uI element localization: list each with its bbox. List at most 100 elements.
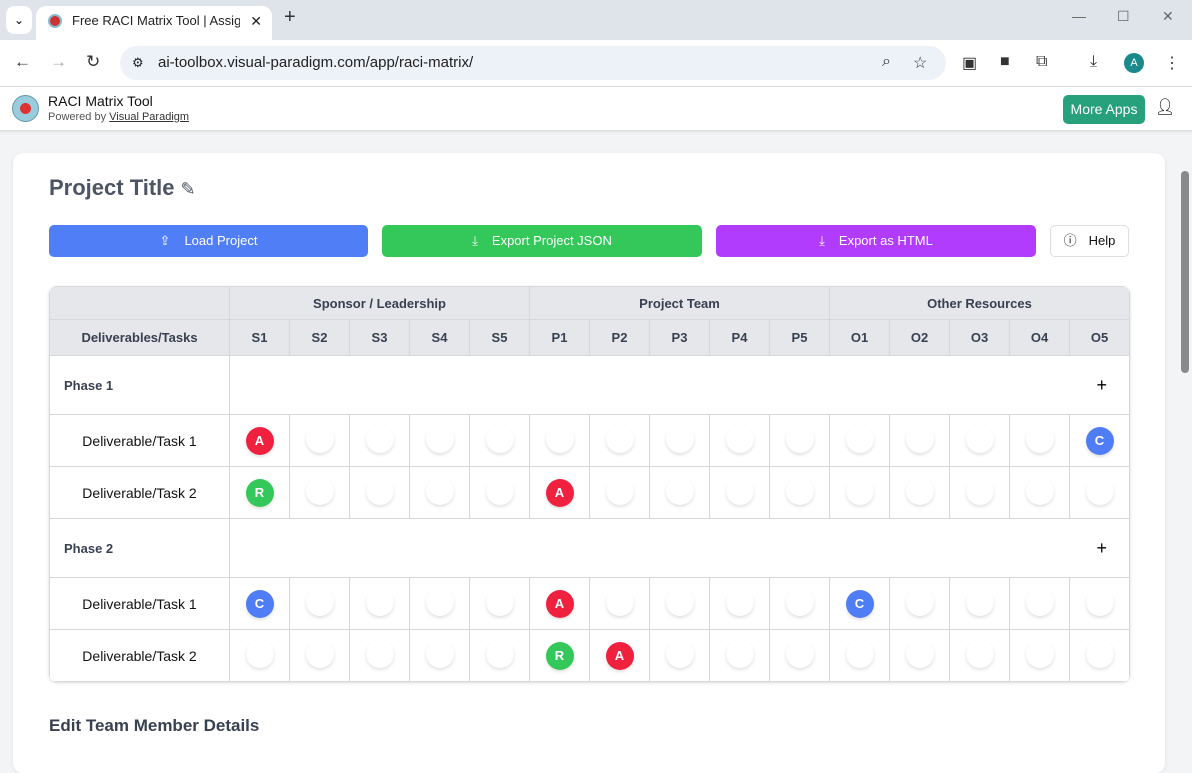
raci-toggle[interactable]	[785, 588, 814, 616]
extension2-icon[interactable]: ■	[1000, 53, 1010, 70]
member-header[interactable]: P5	[769, 319, 830, 356]
raci-toggle[interactable]	[845, 477, 874, 505]
member-header[interactable]: O3	[949, 319, 1010, 356]
help-button[interactable]: ⓘ Help	[1050, 225, 1129, 257]
raci-toggle[interactable]	[605, 425, 634, 453]
phase-label[interactable]: Phase 1	[49, 355, 230, 415]
extension-icon[interactable]: ▣	[962, 55, 978, 72]
raci-toggle[interactable]	[365, 425, 394, 453]
raci-toggle[interactable]	[785, 640, 814, 668]
raci-toggle[interactable]: C	[245, 589, 274, 618]
raci-toggle[interactable]	[725, 588, 754, 616]
raci-toggle[interactable]	[1025, 588, 1054, 616]
task-label[interactable]: Deliverable/Task 1	[49, 577, 230, 630]
raci-toggle[interactable]	[845, 640, 874, 668]
task-label[interactable]: Deliverable/Task 1	[49, 414, 230, 467]
raci-toggle[interactable]	[1025, 640, 1054, 668]
minimize-button[interactable]: —	[1072, 8, 1086, 24]
raci-toggle[interactable]	[905, 477, 934, 505]
tab-search-button[interactable]: ⌄	[6, 6, 32, 34]
member-header[interactable]: S5	[469, 319, 530, 356]
raci-toggle[interactable]	[425, 425, 454, 453]
site-settings-icon[interactable]: ⚙	[132, 55, 144, 70]
scrollbar-thumb[interactable]	[1181, 171, 1189, 373]
raci-toggle[interactable]	[665, 477, 694, 505]
raci-toggle[interactable]	[905, 640, 934, 668]
edit-icon[interactable]: ✎	[180, 179, 196, 199]
raci-toggle[interactable]	[1085, 640, 1114, 668]
maximize-button[interactable]: ☐	[1117, 8, 1130, 24]
raci-toggle[interactable]: A	[245, 426, 274, 455]
raci-toggle[interactable]	[365, 477, 394, 505]
extensions-puzzle-icon[interactable]: ⧉	[1036, 53, 1048, 70]
raci-toggle[interactable]	[305, 477, 334, 505]
raci-toggle[interactable]	[485, 425, 514, 453]
raci-toggle[interactable]: A	[545, 478, 574, 507]
raci-toggle[interactable]	[485, 477, 514, 505]
bookmark-star-icon[interactable]: ☆	[913, 55, 928, 72]
menu-icon[interactable]: ⋮	[1164, 55, 1180, 72]
raci-toggle[interactable]	[365, 640, 394, 668]
scrollbar[interactable]	[1178, 155, 1192, 745]
raci-toggle[interactable]	[965, 588, 994, 616]
raci-toggle[interactable]	[965, 477, 994, 505]
member-header[interactable]: O1	[829, 319, 890, 356]
member-header[interactable]: P3	[649, 319, 710, 356]
export-html-button[interactable]: ⤓ Export as HTML	[716, 225, 1036, 257]
member-header[interactable]: P2	[589, 319, 650, 356]
back-icon[interactable]: ←	[14, 52, 31, 71]
raci-toggle[interactable]	[905, 588, 934, 616]
member-header[interactable]: P4	[709, 319, 770, 356]
member-header[interactable]: S1	[229, 319, 290, 356]
raci-toggle[interactable]	[785, 477, 814, 505]
raci-toggle[interactable]	[605, 477, 634, 505]
raci-toggle[interactable]	[1025, 425, 1054, 453]
reload-icon[interactable]: ↻	[86, 52, 101, 71]
raci-toggle[interactable]: A	[545, 589, 574, 618]
raci-toggle[interactable]	[425, 477, 454, 505]
raci-toggle[interactable]	[425, 588, 454, 616]
browser-tab[interactable]: Free RACI Matrix Tool | Assign R ✕	[36, 6, 272, 40]
raci-toggle[interactable]: A	[605, 641, 634, 670]
raci-toggle[interactable]	[1025, 477, 1054, 505]
more-apps-button[interactable]: More Apps	[1063, 95, 1145, 124]
raci-toggle[interactable]	[965, 640, 994, 668]
member-header[interactable]: O5	[1069, 319, 1130, 356]
raci-toggle[interactable]	[725, 640, 754, 668]
raci-toggle[interactable]	[665, 588, 694, 616]
member-header[interactable]: O4	[1009, 319, 1070, 356]
raci-toggle[interactable]	[1085, 477, 1114, 505]
raci-toggle[interactable]: R	[545, 641, 574, 670]
member-header[interactable]: S3	[349, 319, 410, 356]
close-tab-icon[interactable]: ✕	[250, 13, 262, 29]
raci-toggle[interactable]	[725, 425, 754, 453]
raci-toggle[interactable]	[425, 640, 454, 668]
add-task-button[interactable]: +	[229, 518, 1130, 578]
profile-avatar[interactable]: A	[1124, 53, 1144, 73]
raci-toggle[interactable]	[305, 640, 334, 668]
raci-toggle[interactable]	[365, 588, 394, 616]
url-input[interactable]: ⚙ ai-toolbox.visual-paradigm.com/app/raci…	[120, 46, 946, 80]
raci-toggle[interactable]	[305, 425, 334, 453]
add-task-button[interactable]: +	[229, 355, 1130, 415]
member-header[interactable]: P1	[529, 319, 590, 356]
raci-toggle[interactable]	[245, 640, 274, 668]
raci-toggle[interactable]: C	[1085, 426, 1114, 455]
raci-toggle[interactable]	[845, 425, 874, 453]
raci-toggle[interactable]	[785, 425, 814, 453]
member-header[interactable]: S4	[409, 319, 470, 356]
phase-label[interactable]: Phase 2	[49, 518, 230, 578]
download-icon[interactable]: ⤓	[1090, 53, 1098, 70]
raci-toggle[interactable]	[905, 425, 934, 453]
member-header[interactable]: O2	[889, 319, 950, 356]
raci-toggle[interactable]	[305, 588, 334, 616]
load-project-button[interactable]: ⇪ Load Project	[49, 225, 368, 257]
export-json-button[interactable]: ⤓ Export Project JSON	[382, 225, 702, 257]
raci-toggle[interactable]	[485, 640, 514, 668]
forward-icon[interactable]: →	[50, 52, 67, 71]
raci-toggle[interactable]	[605, 588, 634, 616]
raci-toggle[interactable]	[1085, 588, 1114, 616]
task-label[interactable]: Deliverable/Task 2	[49, 466, 230, 519]
raci-toggle[interactable]	[965, 425, 994, 453]
raci-toggle[interactable]	[725, 477, 754, 505]
